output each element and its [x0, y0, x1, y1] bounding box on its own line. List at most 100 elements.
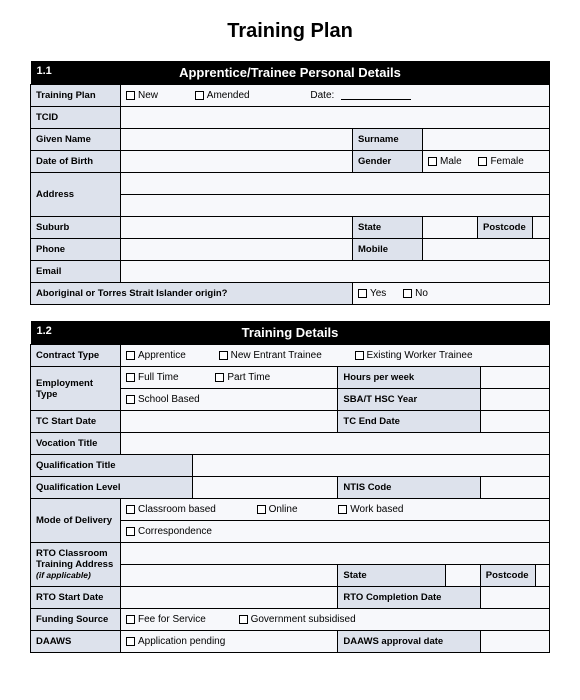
- input-email[interactable]: [121, 261, 550, 283]
- label-apprentice: Apprentice: [138, 350, 186, 361]
- checkbox-male[interactable]: [428, 157, 437, 166]
- input-qualification-title[interactable]: [193, 455, 550, 477]
- checkbox-apprentice[interactable]: [126, 351, 135, 360]
- label-aboriginal: Aboriginal or Torres Strait Islander ori…: [31, 283, 353, 305]
- input-phone[interactable]: [121, 239, 353, 261]
- label-new: New: [138, 90, 158, 101]
- page-title: Training Plan: [30, 20, 550, 43]
- input-hours-per-week[interactable]: [480, 367, 549, 389]
- label-daaws: DAAWS: [31, 631, 121, 653]
- label-mobile: Mobile: [352, 239, 422, 261]
- label-correspondence: Correspondence: [138, 526, 212, 537]
- checkbox-yes[interactable]: [358, 289, 367, 298]
- field-contract-type[interactable]: Apprentice New Entrant Trainee Existing …: [121, 345, 550, 367]
- label-daaws-approval: DAAWS approval date: [338, 631, 480, 653]
- label-rto-postcode: Postcode: [480, 565, 535, 587]
- input-surname[interactable]: [422, 129, 549, 151]
- section-1-num: 1.1: [37, 65, 52, 77]
- input-tcid[interactable]: [121, 107, 550, 129]
- label-new-entrant: New Entrant Trainee: [231, 350, 322, 361]
- label-state: State: [352, 217, 422, 239]
- label-qualification-level: Qualification Level: [31, 477, 193, 499]
- label-no: No: [415, 288, 428, 299]
- input-given-name[interactable]: [121, 129, 353, 151]
- field-mode-delivery-1[interactable]: Classroom based Online Work based: [121, 499, 550, 521]
- input-mobile[interactable]: [422, 239, 549, 261]
- label-qualification-title: Qualification Title: [31, 455, 193, 477]
- label-given-name: Given Name: [31, 129, 121, 151]
- checkbox-no[interactable]: [403, 289, 412, 298]
- label-work-based: Work based: [350, 504, 403, 515]
- label-hours-per-week: Hours per week: [338, 367, 480, 389]
- label-male: Male: [440, 156, 462, 167]
- label-gender: Gender: [352, 151, 422, 173]
- input-rto-completion[interactable]: [480, 587, 549, 609]
- input-qualification-level[interactable]: [193, 477, 338, 499]
- label-part-time: Part Time: [227, 372, 270, 383]
- input-rto-address-2[interactable]: [121, 565, 338, 587]
- field-mode-delivery-2[interactable]: Correspondence: [121, 521, 550, 543]
- field-training-plan[interactable]: New Amended Date:: [121, 85, 550, 107]
- checkbox-existing-worker[interactable]: [355, 351, 364, 360]
- input-vocation-title[interactable]: [121, 433, 550, 455]
- label-date: Date:: [310, 90, 334, 101]
- input-date[interactable]: [341, 90, 411, 100]
- label-tc-end: TC End Date: [338, 411, 480, 433]
- input-ntis-code[interactable]: [480, 477, 549, 499]
- label-address: Address: [31, 173, 121, 217]
- label-fee-for-service: Fee for Service: [138, 614, 206, 625]
- section-2-header: 1.2 Training Details: [31, 321, 550, 345]
- label-rto-state: State: [338, 565, 446, 587]
- checkbox-amended[interactable]: [195, 91, 204, 100]
- checkbox-classroom-based[interactable]: [126, 505, 135, 514]
- input-rto-state[interactable]: [446, 565, 481, 587]
- input-dob[interactable]: [121, 151, 353, 173]
- field-aboriginal[interactable]: Yes No: [352, 283, 549, 305]
- input-state[interactable]: [422, 217, 477, 239]
- label-amended: Amended: [207, 90, 250, 101]
- section-2-title: Training Details: [242, 325, 339, 340]
- section-1-header: 1.1 Apprentice/Trainee Personal Details: [31, 61, 550, 85]
- checkbox-work-based[interactable]: [338, 505, 347, 514]
- label-postcode: Postcode: [477, 217, 532, 239]
- input-tc-start[interactable]: [121, 411, 338, 433]
- checkbox-female[interactable]: [478, 157, 487, 166]
- checkbox-online[interactable]: [257, 505, 266, 514]
- label-female: Female: [490, 156, 523, 167]
- field-daaws[interactable]: Application pending: [121, 631, 338, 653]
- field-gender[interactable]: Male Female: [422, 151, 549, 173]
- input-postcode[interactable]: [532, 217, 549, 239]
- input-suburb[interactable]: [121, 217, 353, 239]
- checkbox-school-based[interactable]: [126, 395, 135, 404]
- label-employment-type: Employment Type: [31, 367, 121, 411]
- checkbox-application-pending[interactable]: [126, 637, 135, 646]
- checkbox-new-entrant[interactable]: [219, 351, 228, 360]
- label-gov-subsidised: Government subsidised: [251, 614, 356, 625]
- checkbox-gov-subsidised[interactable]: [239, 615, 248, 624]
- input-rto-postcode[interactable]: [535, 565, 549, 587]
- checkbox-new[interactable]: [126, 91, 135, 100]
- input-address-2[interactable]: [121, 195, 550, 217]
- label-online: Online: [269, 504, 298, 515]
- checkbox-part-time[interactable]: [215, 373, 224, 382]
- section-2-table: 1.2 Training Details Contract Type Appre…: [30, 321, 550, 653]
- input-sbat-year[interactable]: [480, 389, 549, 411]
- label-vocation-title: Vocation Title: [31, 433, 121, 455]
- field-employment-1[interactable]: Full Time Part Time: [121, 367, 338, 389]
- label-ntis-code: NTIS Code: [338, 477, 480, 499]
- section-2-num: 1.2: [37, 325, 52, 337]
- label-contract-type: Contract Type: [31, 345, 121, 367]
- checkbox-fee-for-service[interactable]: [126, 615, 135, 624]
- field-employment-2[interactable]: School Based: [121, 389, 338, 411]
- checkbox-full-time[interactable]: [126, 373, 135, 382]
- input-daaws-approval[interactable]: [480, 631, 549, 653]
- input-rto-start[interactable]: [121, 587, 338, 609]
- input-address-1[interactable]: [121, 173, 550, 195]
- checkbox-correspondence[interactable]: [126, 527, 135, 536]
- field-funding-source[interactable]: Fee for Service Government subsidised: [121, 609, 550, 631]
- input-rto-address-1[interactable]: [121, 543, 550, 565]
- label-classroom-based: Classroom based: [138, 504, 216, 515]
- input-tc-end[interactable]: [480, 411, 549, 433]
- label-rto-completion: RTO Completion Date: [338, 587, 480, 609]
- label-mode-delivery: Mode of Delivery: [31, 499, 121, 543]
